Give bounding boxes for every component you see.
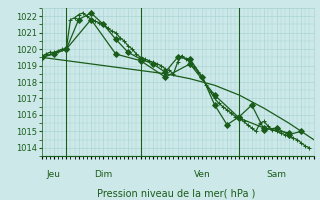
Text: Sam: Sam [267, 170, 286, 179]
Text: Pression niveau de la mer( hPa ): Pression niveau de la mer( hPa ) [97, 188, 255, 198]
Text: Ven: Ven [194, 170, 211, 179]
Text: Jeu: Jeu [47, 170, 61, 179]
Text: Dim: Dim [94, 170, 113, 179]
